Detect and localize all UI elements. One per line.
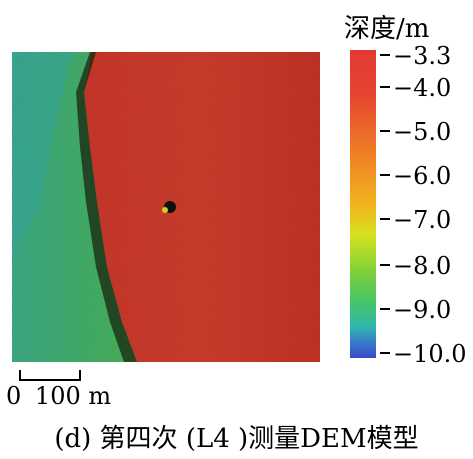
tick-label: −5.0	[393, 118, 452, 146]
tick-mark	[380, 308, 390, 310]
scale-end-label: 100 m	[34, 382, 112, 410]
tick-label: −4.0	[393, 74, 452, 102]
tick-mark	[380, 54, 390, 56]
tick-mark	[380, 352, 390, 354]
tick-mark	[380, 174, 390, 176]
colorbar	[350, 50, 376, 358]
tick-label: −7.0	[393, 206, 452, 234]
tick-label: −3.3	[393, 42, 452, 70]
tick-label: −9.0	[393, 296, 452, 324]
tick-mark	[380, 130, 390, 132]
tick-label: −6.0	[393, 162, 452, 190]
legend-title: 深度/m	[344, 14, 430, 44]
tick-mark	[380, 264, 390, 266]
dem-map-graphic	[12, 52, 320, 362]
scale-labels: 0 100 m	[6, 382, 111, 410]
figure-caption: (d) 第四次 (L4 )测量DEM模型	[54, 424, 419, 454]
scale-start-label: 0	[6, 382, 22, 410]
tick-mark	[380, 86, 390, 88]
dem-map	[12, 52, 320, 362]
terrain-texture	[12, 52, 320, 362]
tick-mark	[380, 218, 390, 220]
scale-bar	[19, 370, 81, 381]
tick-label: −8.0	[393, 252, 452, 280]
tick-label: −10.0	[393, 340, 467, 368]
